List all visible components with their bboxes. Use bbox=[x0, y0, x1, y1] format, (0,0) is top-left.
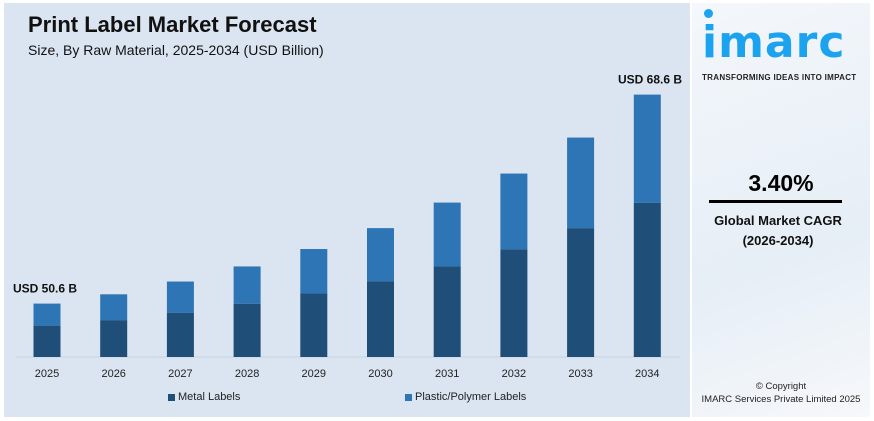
x-tick-label: 2026 bbox=[101, 368, 125, 380]
x-tick-label: 2027 bbox=[168, 368, 192, 380]
bar-plastic-2031 bbox=[433, 202, 461, 267]
x-tick-label: 2034 bbox=[635, 368, 659, 380]
bar-plastic-2026 bbox=[100, 294, 128, 321]
x-tick-label: 2031 bbox=[435, 368, 459, 380]
bar-metal-2025 bbox=[33, 325, 61, 357]
copyright: © Copyright IMARC Services Private Limite… bbox=[692, 380, 870, 406]
bar-metal-2027 bbox=[166, 312, 194, 357]
legend-plastic: Plastic/Polymer Labels bbox=[405, 391, 526, 404]
legend-swatch bbox=[405, 394, 412, 401]
tagline: TRANSFORMING IDEAS INTO IMPACT bbox=[702, 73, 857, 82]
legend-label: Metal Labels bbox=[178, 391, 241, 403]
divider bbox=[709, 200, 842, 203]
x-tick-label: 2028 bbox=[235, 368, 259, 380]
bar-metal-2026 bbox=[100, 320, 128, 357]
bar-metal-2033 bbox=[567, 228, 595, 357]
copyright-line1: © Copyright bbox=[755, 381, 807, 392]
copyright-line2: IMARC Services Private Limited 2025 bbox=[701, 394, 861, 405]
bar-plastic-2028 bbox=[233, 266, 261, 304]
chart-subtitle: Size, By Raw Material, 2025-2034 (USD Bi… bbox=[28, 42, 324, 58]
x-tick-label: 2025 bbox=[35, 368, 59, 380]
x-tick-label: 2029 bbox=[302, 368, 326, 380]
bar-metal-2032 bbox=[500, 249, 528, 357]
bar-plastic-2025 bbox=[33, 303, 61, 326]
bar-metal-2028 bbox=[233, 303, 261, 357]
cagr-label: Global Market CAGR (2026-2034) bbox=[692, 211, 864, 251]
side-panel: imarc TRANSFORMING IDEAS INTO IMPACT 3.4… bbox=[692, 3, 870, 417]
x-tick-label: 2033 bbox=[568, 368, 592, 380]
bar-metal-2029 bbox=[300, 293, 328, 357]
cagr-value: 3.40% bbox=[748, 170, 814, 196]
bar-plastic-2033 bbox=[567, 137, 595, 229]
chart-title: Print Label Market Forecast bbox=[28, 12, 317, 37]
bar-plastic-2027 bbox=[166, 281, 194, 313]
data-label: USD 68.6 B bbox=[618, 73, 682, 87]
x-tick-label: 2030 bbox=[368, 368, 392, 380]
bar-metal-2031 bbox=[433, 266, 461, 357]
legend-label: Plastic/Polymer Labels bbox=[415, 391, 527, 403]
legend-metal: Metal Labels bbox=[168, 391, 240, 404]
bar-chart: 2025 USD 50.6 B 2026 2027 2028 2029 2030 2031 20… bbox=[13, 73, 682, 380]
bar-metal-2034 bbox=[633, 202, 661, 357]
bar-plastic-2032 bbox=[500, 173, 528, 250]
data-label: USD 50.6 B bbox=[13, 282, 77, 296]
bar-plastic-2034 bbox=[633, 94, 661, 203]
imarc-logo: imarc bbox=[702, 17, 846, 68]
cagr-period: (2026-2034) bbox=[742, 233, 814, 248]
bar-plastic-2029 bbox=[300, 249, 328, 294]
legend-swatch bbox=[168, 394, 175, 401]
logo-dot bbox=[704, 9, 713, 18]
cagr-label-text: Global Market CAGR bbox=[714, 213, 842, 228]
x-tick-label: 2032 bbox=[502, 368, 526, 380]
bar-plastic-2030 bbox=[367, 228, 394, 282]
bar-metal-2030 bbox=[367, 281, 394, 357]
